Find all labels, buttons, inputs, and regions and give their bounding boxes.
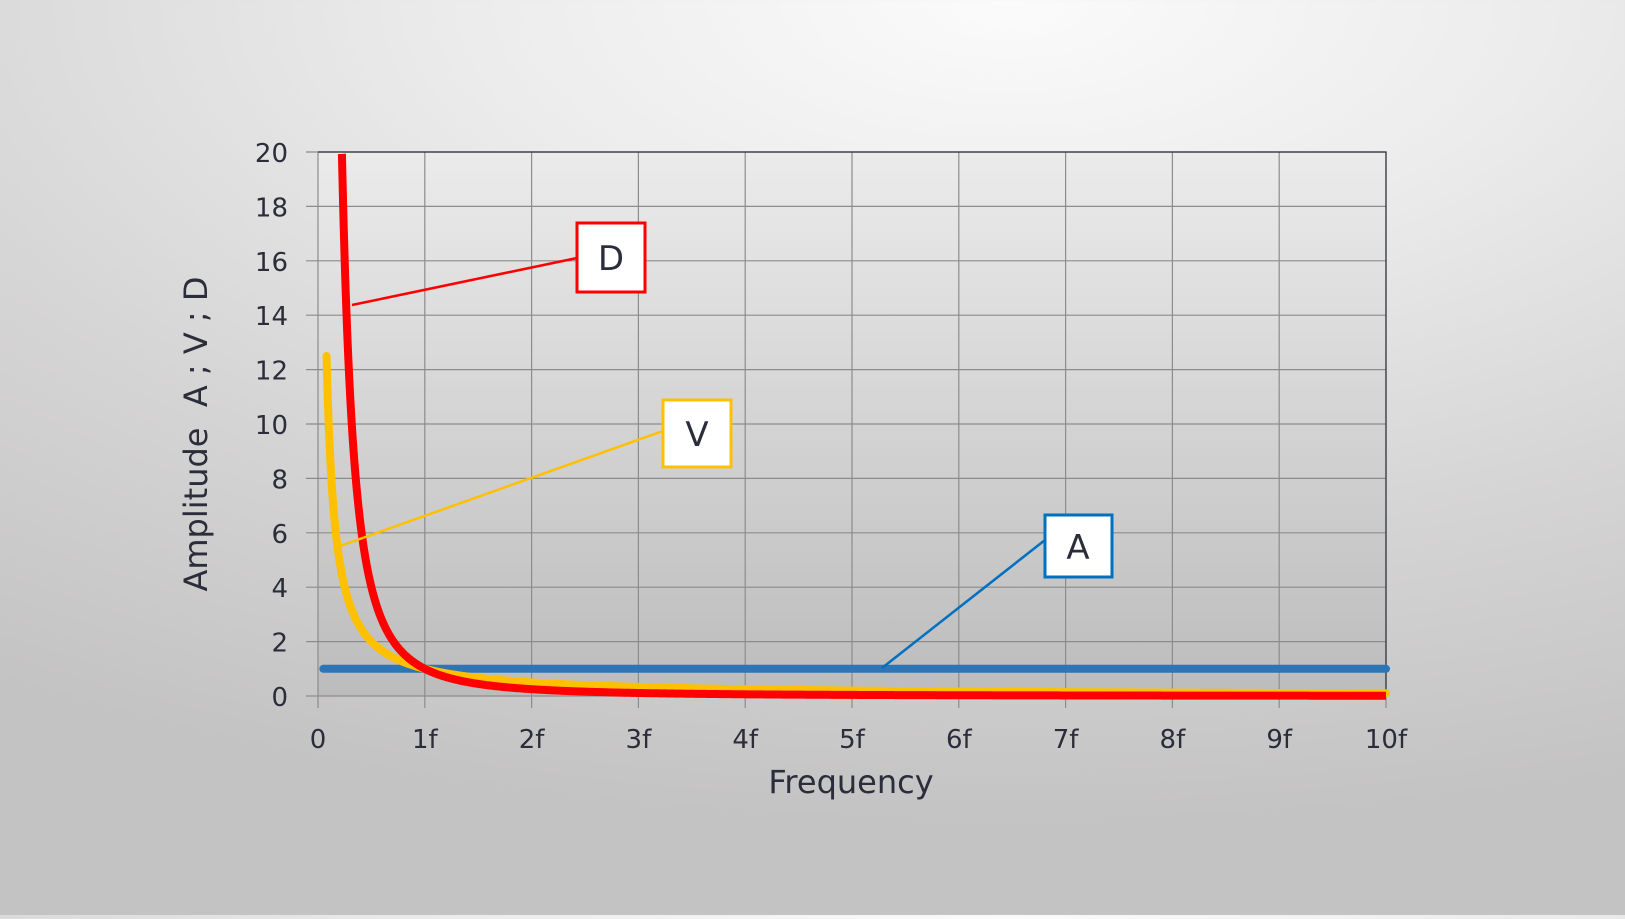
x-tick-label: 0 bbox=[310, 725, 327, 755]
y-tick-label: 2 bbox=[271, 629, 288, 659]
x-tick-label: 9f bbox=[1266, 725, 1293, 755]
y-axis-tick-labels: 0 2 4 6 8 10 12 14 16 18 20 bbox=[255, 139, 288, 713]
y-axis-title: Amplitude A ; V ; D bbox=[177, 277, 215, 592]
x-tick-label: 4f bbox=[732, 725, 759, 755]
y-tick-label: 6 bbox=[271, 520, 288, 550]
x-tick-label: 7f bbox=[1053, 725, 1080, 755]
x-tick-label: 8f bbox=[1160, 725, 1187, 755]
callout-a-leader bbox=[881, 539, 1046, 669]
x-tick-label: 2f bbox=[519, 725, 546, 755]
y-tick-label: 18 bbox=[255, 193, 288, 223]
callout-a: A bbox=[881, 513, 1114, 669]
callout-a-box bbox=[1043, 513, 1114, 579]
x-axis-title: Frequency bbox=[768, 763, 933, 801]
y-tick-label: 4 bbox=[271, 574, 288, 604]
x-tick-label: 5f bbox=[839, 725, 866, 755]
x-tick-label: 1f bbox=[412, 725, 439, 755]
x-tick-label: 6f bbox=[946, 725, 973, 755]
callout-v-label: V bbox=[685, 415, 708, 455]
callout-d-label: D bbox=[598, 239, 624, 279]
callout-d: D bbox=[351, 221, 647, 307]
callout-v: V bbox=[339, 398, 733, 548]
y-tick-label: 20 bbox=[255, 139, 288, 169]
x-tick-label: 10f bbox=[1365, 725, 1408, 755]
y-tick-label: 10 bbox=[255, 411, 288, 441]
y-tick-label: 0 bbox=[271, 683, 288, 713]
callout-v-box bbox=[661, 398, 733, 469]
callout-a-label: A bbox=[1066, 528, 1089, 568]
y-tick-label: 14 bbox=[255, 302, 288, 332]
callout-d-leader bbox=[351, 256, 578, 307]
plot-border bbox=[318, 151, 1387, 696]
callout-d-box bbox=[575, 221, 647, 294]
y-tick-label: 16 bbox=[255, 248, 288, 278]
y-tick-label: 8 bbox=[271, 465, 288, 495]
callout-v-leader bbox=[339, 429, 664, 548]
y-tick-label: 12 bbox=[255, 357, 288, 387]
series-line-d bbox=[337, 150, 1387, 700]
x-tick-label: 3f bbox=[626, 725, 653, 755]
x-axis-tick-labels: 0 1f 2f 3f 4f 5f 6f 7f 8f 9f 10f bbox=[310, 725, 1408, 755]
